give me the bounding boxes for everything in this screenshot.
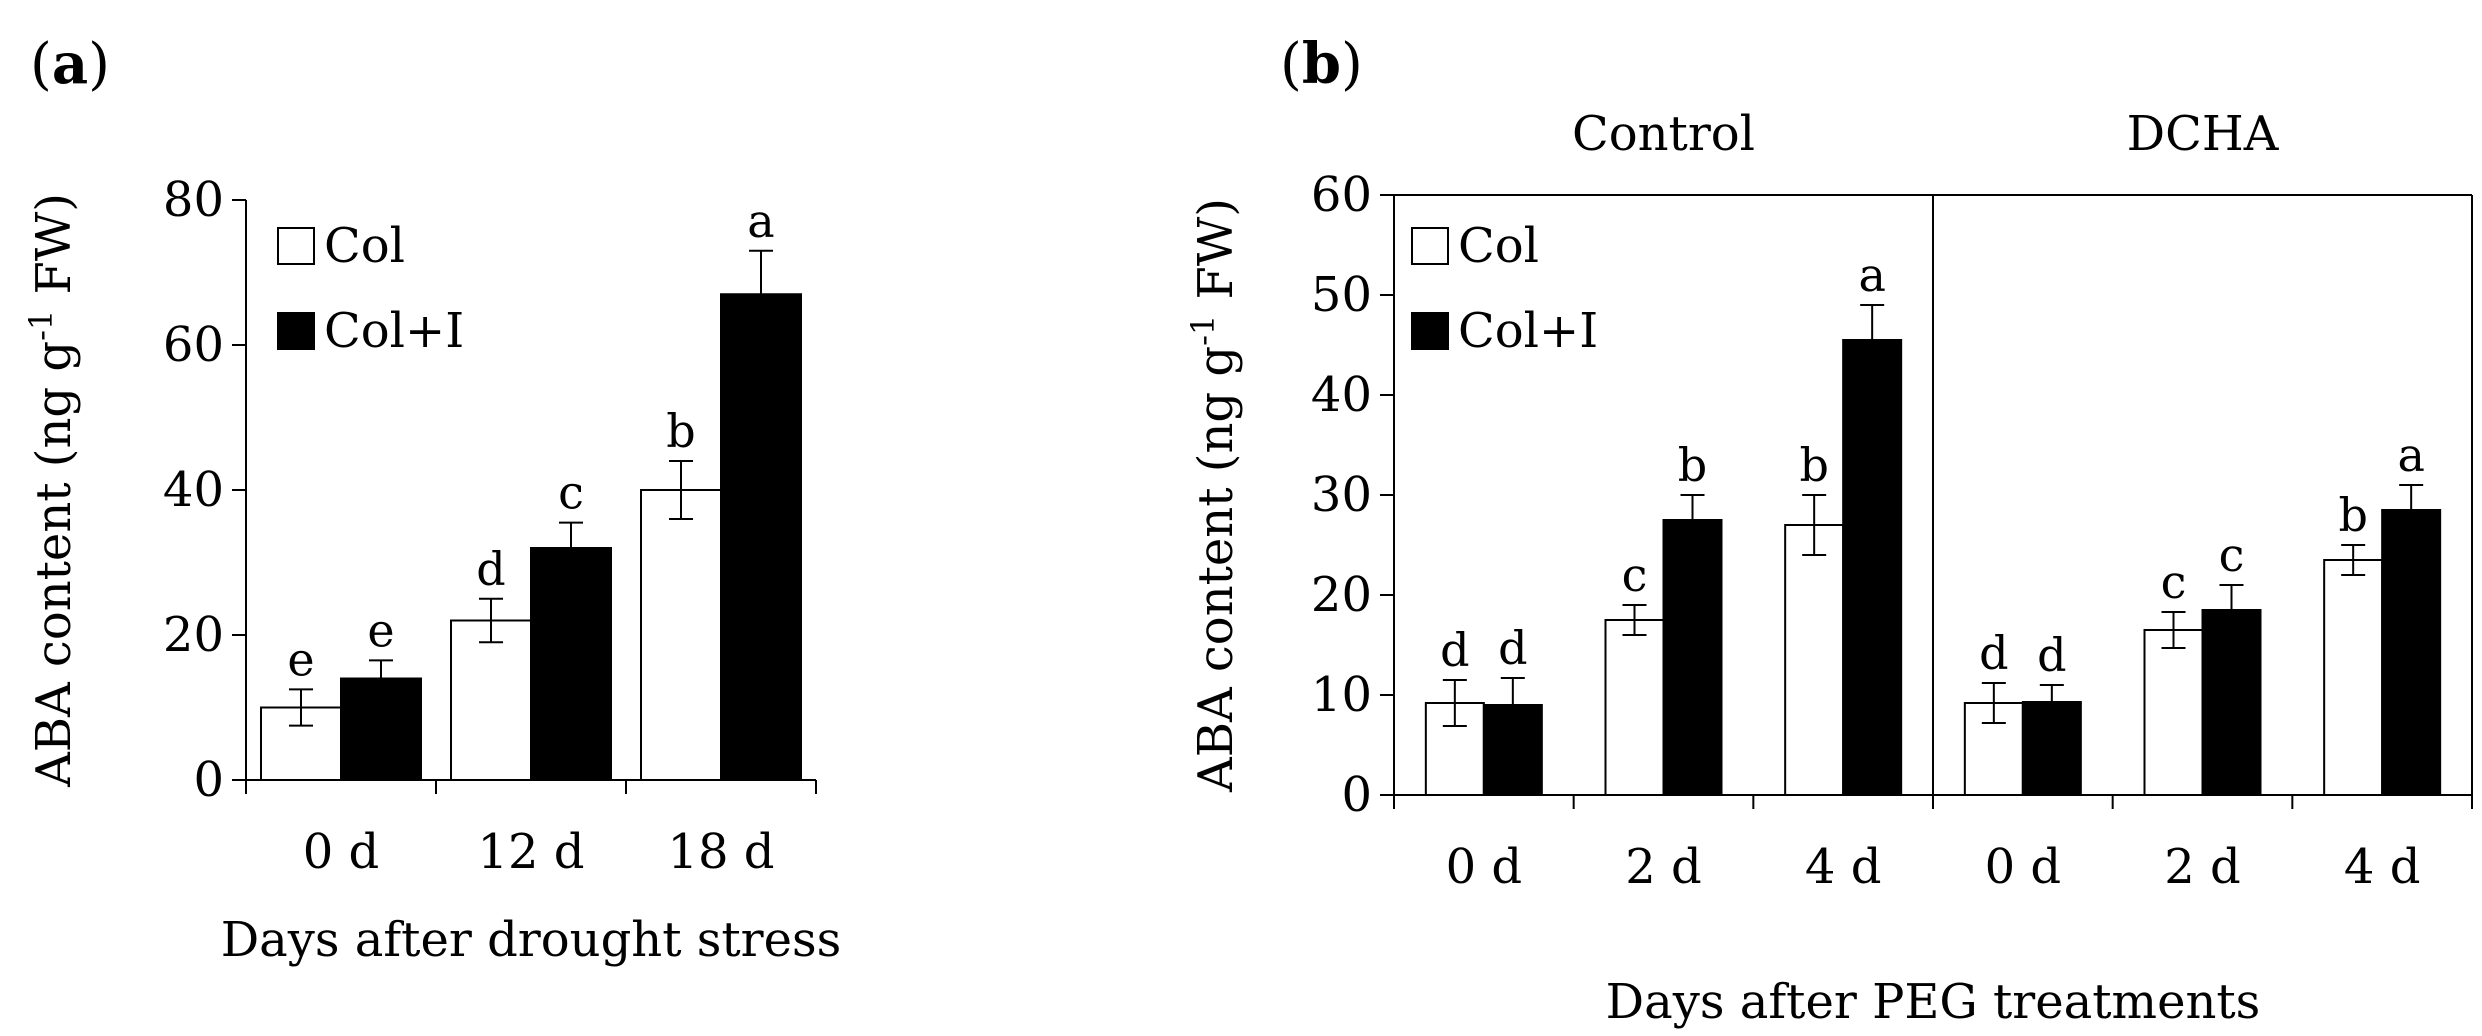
significance-letter: e xyxy=(367,603,394,657)
y-tick-label: 40 xyxy=(1311,367,1372,423)
y-tick-label: 30 xyxy=(1311,467,1372,523)
x-tick-label: 0 d xyxy=(303,824,380,880)
x-tick-label: 12 d xyxy=(477,824,584,880)
x-tick-label: 4 d xyxy=(1805,839,1882,895)
significance-letter: c xyxy=(558,466,584,520)
significance-letter: a xyxy=(2397,428,2424,482)
significance-letter: d xyxy=(1498,621,1527,675)
significance-letter: b xyxy=(1678,438,1707,492)
significance-letter: a xyxy=(747,194,774,248)
bar-col-i xyxy=(2381,509,2442,796)
y-tick-label: 60 xyxy=(1311,167,1372,223)
y-tick-label: 80 xyxy=(163,172,224,228)
significance-letter: c xyxy=(2161,555,2187,609)
y-tick-label: 20 xyxy=(163,607,224,663)
y-tick-label: 0 xyxy=(193,752,224,808)
panel-label: (a) xyxy=(30,31,110,97)
significance-letter: e xyxy=(287,632,314,686)
legend-swatch xyxy=(1411,227,1449,265)
x-tick-label: 0 d xyxy=(1985,839,2062,895)
bar-col xyxy=(640,489,722,781)
y-axis-title: ABA content (ng g-1 FW) xyxy=(1184,198,1244,793)
significance-letter: d xyxy=(476,542,505,596)
bar-col xyxy=(1784,524,1845,796)
x-tick-label: 18 d xyxy=(667,824,774,880)
legend-label: Col+I xyxy=(1458,303,1598,359)
legend-label: Col xyxy=(1458,218,1539,274)
y-tick-label: 20 xyxy=(1311,567,1372,623)
group-title: Control xyxy=(1572,106,1755,162)
group-title: DCHA xyxy=(2127,106,2280,162)
y-tick-label: 60 xyxy=(163,317,224,373)
y-tick-label: 40 xyxy=(163,462,224,518)
legend-swatch xyxy=(1411,312,1449,350)
x-axis-title: Days after drought stress xyxy=(221,912,842,968)
bar-col xyxy=(2323,559,2384,796)
bar-col xyxy=(1604,619,1665,796)
significance-letter: d xyxy=(2037,628,2066,682)
significance-letter: d xyxy=(1979,626,2008,680)
bar-col-i xyxy=(1662,519,1723,796)
legend-label: Col xyxy=(324,218,405,274)
x-tick-label: 2 d xyxy=(1625,839,1702,895)
x-axis-title: Days after PEG treatments xyxy=(1606,974,2261,1030)
panel-label: (b) xyxy=(1280,31,1363,97)
y-axis-title: ABA content (ng g-1 FW) xyxy=(22,193,82,788)
bar-col-i xyxy=(530,547,612,781)
bar-col-i xyxy=(2201,609,2262,796)
significance-letter: c xyxy=(1622,548,1648,602)
legend-swatch xyxy=(277,312,315,350)
significance-letter: d xyxy=(1440,623,1469,677)
x-tick-label: 4 d xyxy=(2344,839,2421,895)
significance-letter: b xyxy=(666,404,695,458)
panel-a: (a) 0 20 40 60 80 ee 0 d dc 12 d b a 18 d Col Col+I Day… xyxy=(30,31,841,968)
legend-label: Col+I xyxy=(324,303,464,359)
bar-col-i xyxy=(1842,339,1903,796)
y-tick-label: 50 xyxy=(1311,267,1372,323)
significance-letter: a xyxy=(1858,248,1885,302)
significance-letter: b xyxy=(1799,438,1828,492)
significance-letter: c xyxy=(2219,528,2245,582)
bar-col-i xyxy=(720,293,802,781)
y-tick-label: 10 xyxy=(1311,667,1372,723)
significance-letter: b xyxy=(2338,488,2367,542)
bar-col xyxy=(450,619,532,781)
y-tick-label: 0 xyxy=(1341,767,1372,823)
x-tick-label: 0 d xyxy=(1446,839,1523,895)
x-tick-label: 2 d xyxy=(2164,839,2241,895)
bar-col xyxy=(2143,629,2204,796)
legend-swatch xyxy=(277,227,315,265)
